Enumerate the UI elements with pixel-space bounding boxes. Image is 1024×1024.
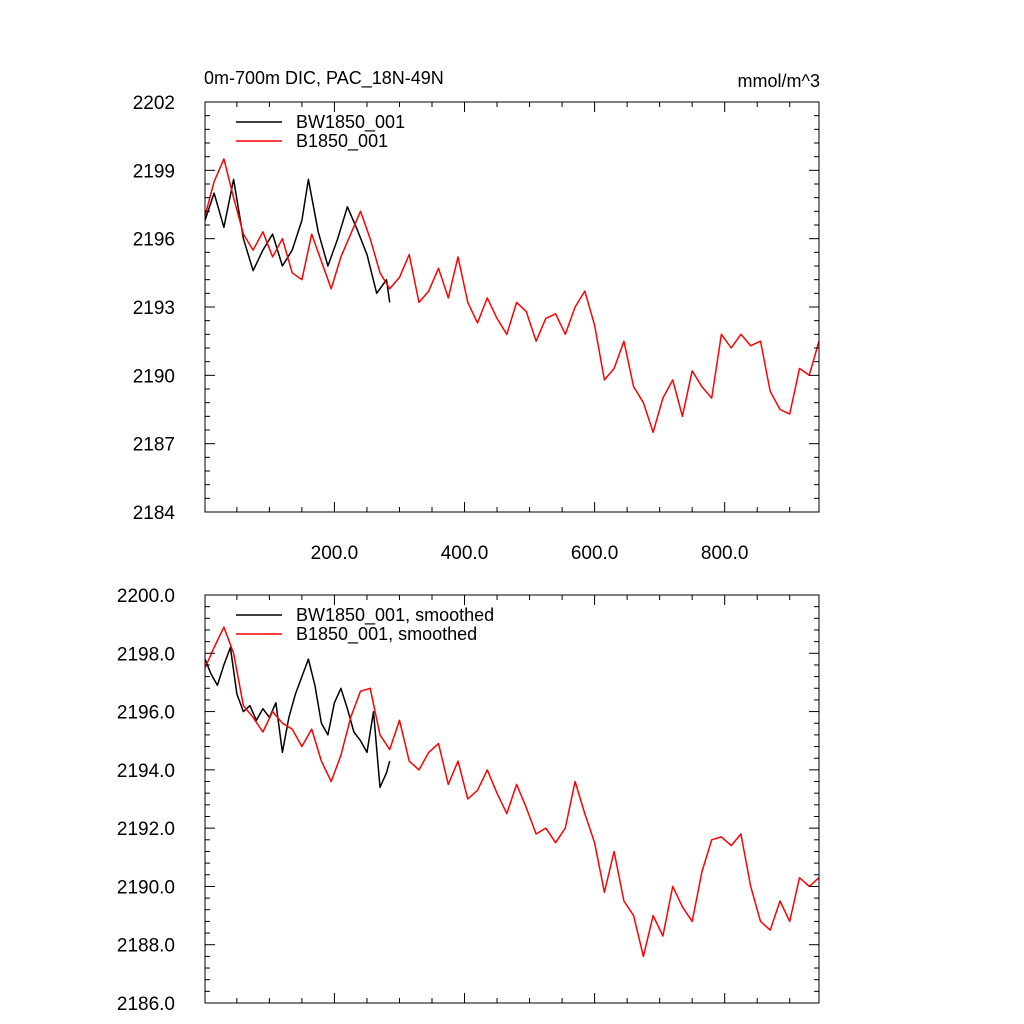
- axis-layer: 2186.0 2188.0 2190.0 2192.0 2194.0 2196.0 2198…: [117, 586, 819, 1015]
- y-tick-label: 2187: [133, 435, 175, 456]
- y-tick-label: 2190.0: [117, 877, 175, 898]
- top-panel: 0m-700m DIC, PAC_18N-49N mmol/m^3 218421…: [133, 68, 820, 564]
- series-line-b1850: [204, 158, 820, 434]
- y-tick-label: 2192.0: [117, 819, 175, 840]
- y-tick-label: 2202: [133, 93, 175, 114]
- y-tick-label: 2196.0: [117, 703, 175, 724]
- x-tick-label: 800.0: [701, 543, 749, 564]
- series-layer: [204, 158, 820, 434]
- y-tick-label: 2188.0: [117, 936, 175, 957]
- plot-frame: [204, 101, 820, 513]
- chart-title: 0m-700m DIC, PAC_18N-49N: [204, 68, 444, 89]
- series-line-bw1850: [204, 646, 391, 789]
- series-line-b1850: [204, 626, 820, 958]
- plot-frame: [204, 594, 820, 1004]
- y-tick-label: 2184: [133, 503, 176, 524]
- units-label: mmol/m^3: [738, 71, 820, 91]
- legend-label: BW1850_001, smoothed: [296, 605, 494, 626]
- x-tick-label: 400.0: [441, 543, 489, 564]
- y-tick-label: 2190: [133, 366, 175, 387]
- series-layer: [204, 626, 820, 958]
- bottom-panel: 2186.0 2188.0 2190.0 2192.0 2194.0 2196.0 2198…: [117, 586, 820, 1015]
- y-tick-label: 2199: [133, 161, 175, 182]
- legend-label: B1850_001, smoothed: [296, 624, 477, 645]
- y-tick-label: 2194.0: [117, 761, 175, 782]
- y-tick-label: 2200.0: [117, 586, 175, 607]
- y-tick-label: 2193: [133, 298, 175, 319]
- y-tick-label: 2186.0: [117, 994, 175, 1015]
- axis-layer: 2184 2187 2190 2193 2196 2199 2202 200.0 400.0 60…: [133, 93, 819, 564]
- x-tick-label: 600.0: [571, 543, 619, 564]
- y-tick-label: 2198.0: [117, 644, 175, 665]
- legend-label: B1850_001: [296, 131, 388, 152]
- series-line-bw1850: [204, 178, 391, 303]
- legend-label: BW1850_001: [296, 112, 405, 133]
- x-tick-label: 200.0: [311, 543, 359, 564]
- y-tick-label: 2196: [133, 230, 175, 251]
